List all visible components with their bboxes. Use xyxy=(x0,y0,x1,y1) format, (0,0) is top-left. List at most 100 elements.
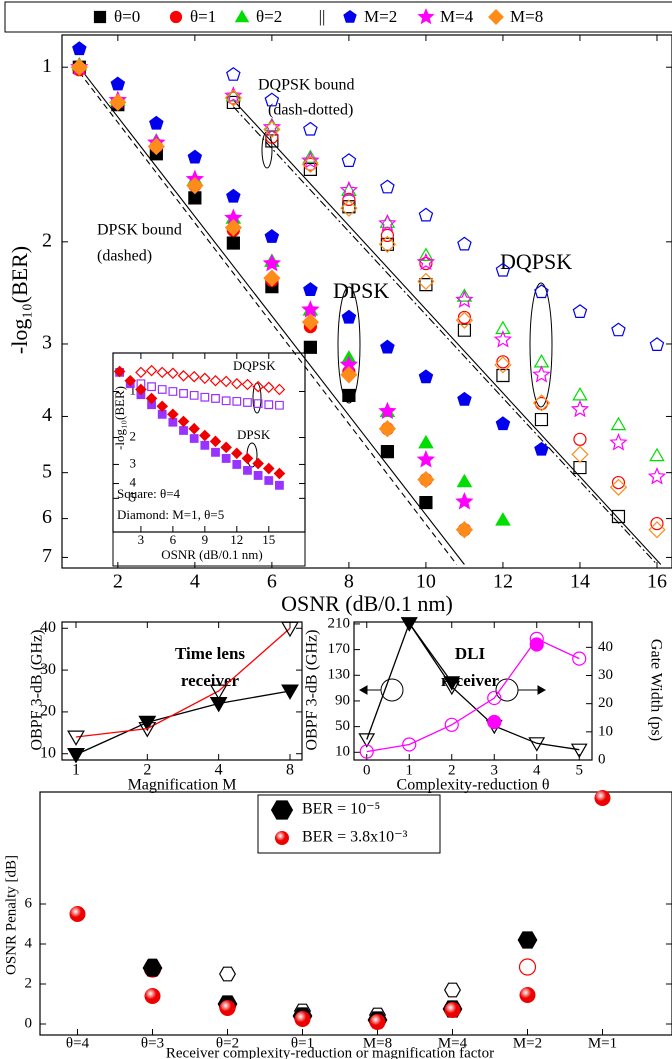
marker xyxy=(359,744,374,759)
marker xyxy=(243,465,252,475)
marker xyxy=(341,153,357,167)
marker xyxy=(211,394,220,403)
x-axis-label: OSNR (dB/0.1 nm) xyxy=(281,591,453,616)
marker xyxy=(232,460,242,469)
plot-frame xyxy=(61,34,672,569)
marker xyxy=(209,435,222,448)
plot-frame xyxy=(112,352,306,533)
marker xyxy=(534,284,549,299)
x-tick-label: 12 xyxy=(493,571,513,593)
marker xyxy=(199,372,211,385)
marker xyxy=(301,155,320,173)
legend-label: θ=1 xyxy=(190,7,216,26)
marker xyxy=(147,382,156,392)
marker xyxy=(179,389,188,398)
marker xyxy=(378,235,397,253)
marker xyxy=(378,420,397,438)
marker xyxy=(488,8,504,25)
bound-line xyxy=(232,106,658,565)
marker xyxy=(72,41,87,56)
marker xyxy=(138,722,157,738)
marker xyxy=(231,447,243,460)
marker xyxy=(67,748,85,764)
legend-label: M=8 xyxy=(510,7,543,26)
marker xyxy=(263,269,281,287)
x-tick-label: θ=2 xyxy=(216,1035,239,1051)
marker xyxy=(209,374,222,387)
bound-line xyxy=(78,66,465,565)
marker xyxy=(572,651,587,666)
marker xyxy=(518,958,537,976)
marker xyxy=(241,452,254,465)
marker xyxy=(270,800,294,820)
marker xyxy=(495,262,511,277)
marker xyxy=(340,199,358,217)
marker xyxy=(253,471,263,480)
marker xyxy=(200,440,210,450)
x-tick-label: 12 xyxy=(230,532,243,547)
y-axis-label: OSNR Penalty [dB] xyxy=(3,855,19,975)
panel-title: receiver xyxy=(441,671,500,690)
x-tick-label: 4 xyxy=(533,762,541,778)
marker xyxy=(534,412,549,427)
marker xyxy=(496,355,510,369)
marker xyxy=(572,304,588,318)
marker xyxy=(219,1000,236,1016)
x-tick-label: 2 xyxy=(448,762,456,778)
marker xyxy=(380,445,395,459)
panel-title: DLI xyxy=(455,644,486,663)
bound-line xyxy=(78,71,458,565)
marker xyxy=(649,337,665,351)
marker xyxy=(594,790,611,806)
y-tick-label: 2 xyxy=(42,229,52,251)
y-tick-label: 1 xyxy=(42,55,52,77)
marker xyxy=(234,9,250,23)
x-tick-label: θ=3 xyxy=(141,1035,164,1051)
y-tick-label: 1 xyxy=(130,382,137,397)
x-tick-label: 6 xyxy=(170,532,177,547)
y-axis-label: -log₁₀(BER) xyxy=(112,386,127,450)
marker xyxy=(265,130,279,144)
marker xyxy=(156,366,169,379)
x-axis-label: Receiver complexity-reduction or magnifi… xyxy=(166,1045,494,1059)
marker xyxy=(275,400,284,410)
marker xyxy=(224,89,243,107)
marker xyxy=(532,365,551,383)
x-axis-label: Complexity-reduction θ xyxy=(397,777,550,794)
annotation: DPSK bound xyxy=(97,222,182,239)
marker xyxy=(70,58,88,76)
marker xyxy=(378,401,397,420)
marker xyxy=(487,714,502,730)
marker xyxy=(231,377,243,390)
x-tick-label: 8 xyxy=(344,571,354,593)
marker xyxy=(149,115,164,130)
x-tick-label: M=4 xyxy=(438,1035,468,1051)
y-axis-label: OBPF 3-dB (GHz) xyxy=(29,630,46,751)
marker xyxy=(457,391,472,406)
x-tick-label: 10 xyxy=(416,571,436,593)
x-tick-label: 3 xyxy=(138,532,145,547)
marker xyxy=(650,516,664,531)
annotation: Square: θ=4 xyxy=(117,486,181,501)
marker xyxy=(67,730,85,746)
marker xyxy=(611,322,626,337)
marker xyxy=(456,473,473,488)
legend-label: BER = 10⁻⁵ xyxy=(302,801,380,818)
marker xyxy=(253,399,263,409)
marker xyxy=(301,151,320,169)
marker xyxy=(224,86,243,104)
series-line xyxy=(366,621,580,751)
y-tick-label: 50 xyxy=(335,718,350,734)
marker xyxy=(273,383,286,396)
marker xyxy=(419,495,433,510)
marker xyxy=(113,365,126,378)
marker xyxy=(378,213,397,232)
series-line xyxy=(75,690,291,756)
marker xyxy=(418,369,434,384)
marker xyxy=(303,340,317,354)
marker xyxy=(294,1011,311,1027)
marker xyxy=(444,1002,461,1018)
marker xyxy=(340,366,358,384)
annotation: Diamond: M=1, θ=5 xyxy=(117,507,224,522)
marker xyxy=(303,162,317,176)
